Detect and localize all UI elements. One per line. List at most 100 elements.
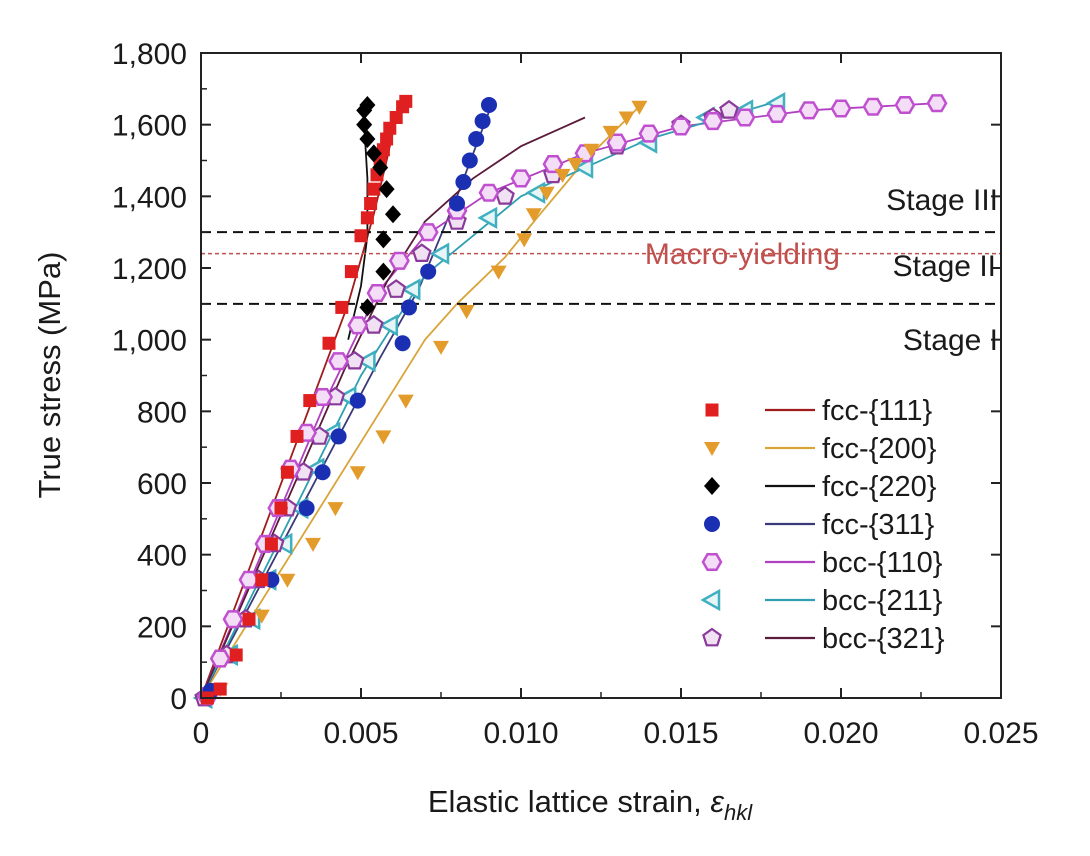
fit-line-bcc-321 — [200, 116, 586, 699]
point-fcc-200 — [583, 143, 600, 158]
point-fcc-111 — [380, 132, 394, 146]
point-fcc-111 — [290, 429, 304, 443]
point-bcc-110 — [312, 387, 334, 407]
point-fcc-311 — [349, 392, 366, 409]
annotations-layer: Stage III Stage II Stage I Macro-yieldin… — [645, 184, 998, 357]
point-bcc-110 — [798, 101, 820, 120]
y-tick-label: 600 — [137, 468, 187, 501]
point-fcc-220 — [375, 230, 392, 249]
point-fcc-200 — [375, 430, 392, 445]
legend-label-bcc-110: bcc-{110} — [822, 547, 943, 579]
y-tick-label: 200 — [137, 611, 187, 644]
y-tick-label: 1,000 — [112, 325, 187, 358]
y-tick-label: 1,200 — [112, 253, 187, 286]
point-fcc-200 — [490, 265, 507, 280]
point-fcc-311 — [298, 500, 315, 517]
macro-yielding-label: Macro-yielding — [645, 238, 840, 271]
y-tick-label: 800 — [137, 396, 187, 429]
point-fcc-111 — [303, 394, 317, 408]
legend-marker-bcc-211 — [700, 588, 721, 612]
x-axis-title-subscript: hkl — [724, 800, 753, 825]
legend-label-bcc-321: bcc-{321} — [822, 623, 945, 655]
point-bcc-110 — [478, 183, 500, 202]
point-fcc-111 — [389, 111, 403, 124]
point-fcc-200 — [279, 573, 296, 588]
point-bcc-110 — [734, 108, 756, 127]
point-bcc-321 — [411, 243, 432, 262]
stage-boundaries — [201, 231, 1001, 305]
data-points-layer — [192, 92, 948, 710]
point-bcc-110 — [702, 112, 724, 131]
point-fcc-311 — [468, 131, 485, 147]
y-tick-label: 1,600 — [112, 110, 187, 143]
point-fcc-111 — [280, 465, 294, 479]
legend-label-fcc-200: fcc-{200} — [822, 433, 937, 465]
legend-label-bcc-211: bcc-{211} — [822, 585, 943, 617]
legend-marker-fcc-311 — [704, 516, 720, 532]
point-bcc-211 — [378, 314, 399, 337]
point-fcc-111 — [274, 501, 288, 515]
point-fcc-111 — [367, 182, 381, 196]
point-bcc-110 — [366, 284, 388, 303]
point-fcc-220 — [365, 144, 382, 163]
point-fcc-311 — [394, 335, 411, 352]
point-bcc-211 — [573, 156, 594, 179]
point-fcc-220 — [359, 130, 376, 148]
stage-ii-label: Stage II — [893, 250, 996, 283]
point-fcc-200 — [253, 609, 270, 624]
point-fcc-200 — [433, 340, 449, 355]
point-bcc-110 — [670, 117, 692, 136]
point-fcc-220 — [356, 115, 373, 134]
y-tick-label: 400 — [137, 540, 187, 573]
point-fcc-220 — [375, 262, 392, 281]
point-fcc-200 — [567, 158, 584, 173]
point-fcc-220 — [385, 205, 401, 224]
point-bcc-321 — [495, 185, 515, 205]
point-fcc-111 — [335, 300, 349, 314]
point-fcc-220 — [359, 298, 376, 317]
point-fcc-220 — [378, 180, 395, 199]
legend: fcc-{111} fcc-{200} fcc-{220} fcc-{311} bcc-… — [700, 395, 945, 655]
x-tick-label: 0.015 — [643, 717, 718, 750]
point-fcc-311 — [401, 299, 417, 316]
legend-marker-fcc-200 — [704, 442, 720, 456]
point-bcc-110 — [606, 133, 628, 152]
x-tick-label: 0.020 — [803, 717, 878, 750]
point-fcc-200 — [458, 305, 475, 319]
point-fcc-200 — [327, 502, 344, 517]
point-bcc-110 — [510, 169, 532, 188]
point-fcc-311 — [481, 96, 497, 113]
point-bcc-321 — [363, 314, 384, 334]
point-fcc-200 — [618, 111, 635, 126]
point-fcc-111 — [229, 648, 243, 662]
ticks-layer: 0 0.005 0.010 0.015 0.020 0.025 0 200 400 600 800 1… — [112, 38, 1039, 750]
x-axis-title-text: Elastic lattice strain, — [428, 784, 711, 819]
point-fcc-200 — [602, 125, 619, 140]
y-tick-label: 0 — [170, 683, 187, 716]
point-fcc-111 — [360, 211, 374, 225]
point-fcc-111 — [264, 537, 278, 551]
point-fcc-200 — [397, 394, 414, 409]
x-axis-title: Elastic lattice strain, εhkl — [428, 784, 753, 825]
point-bcc-110 — [926, 94, 948, 113]
point-fcc-200 — [349, 466, 366, 481]
point-bcc-110 — [638, 124, 660, 143]
x-tick-label: 0.010 — [483, 717, 558, 750]
legend-marker-bcc-321 — [702, 627, 722, 647]
legend-label-fcc-220: fcc-{220} — [822, 471, 937, 503]
point-bcc-110 — [417, 223, 439, 242]
legend-label-fcc-311: fcc-{311} — [822, 509, 935, 541]
point-fcc-111 — [364, 197, 378, 210]
stage-i-label: Stage I — [903, 324, 998, 357]
point-fcc-200 — [305, 537, 321, 552]
x-tick-label: 0.005 — [323, 717, 398, 750]
point-fcc-311 — [474, 113, 491, 130]
x-tick-label: 0.025 — [963, 717, 1038, 750]
point-fcc-220 — [359, 95, 376, 114]
y-axis-title: True stress (MPa) — [32, 252, 67, 499]
point-fcc-200 — [538, 186, 555, 201]
point-bcc-110 — [766, 104, 788, 123]
point-bcc-321 — [719, 99, 739, 119]
point-bcc-211 — [429, 242, 450, 265]
